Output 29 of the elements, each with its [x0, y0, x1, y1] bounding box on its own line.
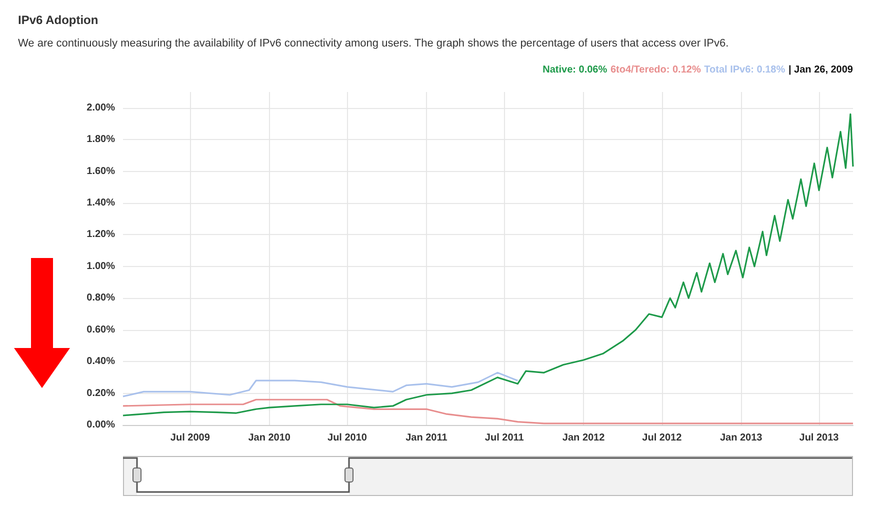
- y-tick-label: 0.40%: [86, 356, 116, 368]
- y-tick-label: 1.20%: [86, 229, 116, 240]
- x-tick-label: Jan 2012: [562, 432, 606, 444]
- chart-subtitle: We are continuously measuring the availability of IPv6 connectivity among users. The graph shows the percentage of users that access over IPv6.: [18, 38, 729, 50]
- line-series: [122, 372, 518, 398]
- line-series: [122, 398, 854, 424]
- y-tick-label: 1.80%: [86, 134, 116, 146]
- y-tick-label: 0.80%: [86, 292, 116, 304]
- x-tick-label: Jul 2013: [799, 432, 840, 444]
- text: | Jan 26, 2009: [788, 64, 854, 76]
- x-tick-label: Jan 2013: [720, 432, 763, 444]
- text: Total IPv6: 0.18%: [704, 64, 786, 76]
- chart-title: IPv6 Adoption: [18, 13, 98, 27]
- line-series: [122, 113, 854, 416]
- text: Native: 0.06%: [542, 64, 608, 76]
- y-tick-label: 1.00%: [86, 260, 116, 272]
- y-tick-label: 0.00%: [86, 420, 116, 430]
- y-tick-label: 2.00%: [86, 102, 116, 114]
- y-tick-label: 1.60%: [86, 166, 116, 177]
- y-tick-label: 0.20%: [86, 388, 116, 399]
- x-tick-label: Jul 2011: [484, 432, 524, 444]
- x-tick-label: Jul 2012: [642, 432, 682, 444]
- x-tick-label: Jul 2009: [170, 432, 210, 444]
- y-tick-label: 1.40%: [86, 198, 116, 208]
- text: 6to4/Teredo: 0.12%: [610, 64, 701, 76]
- x-tick-label: Jan 2010: [248, 432, 291, 444]
- x-tick-label: Jan 2011: [406, 432, 448, 444]
- y-tick-label: 0.60%: [86, 324, 116, 336]
- x-tick-label: Jul 2010: [328, 432, 368, 444]
